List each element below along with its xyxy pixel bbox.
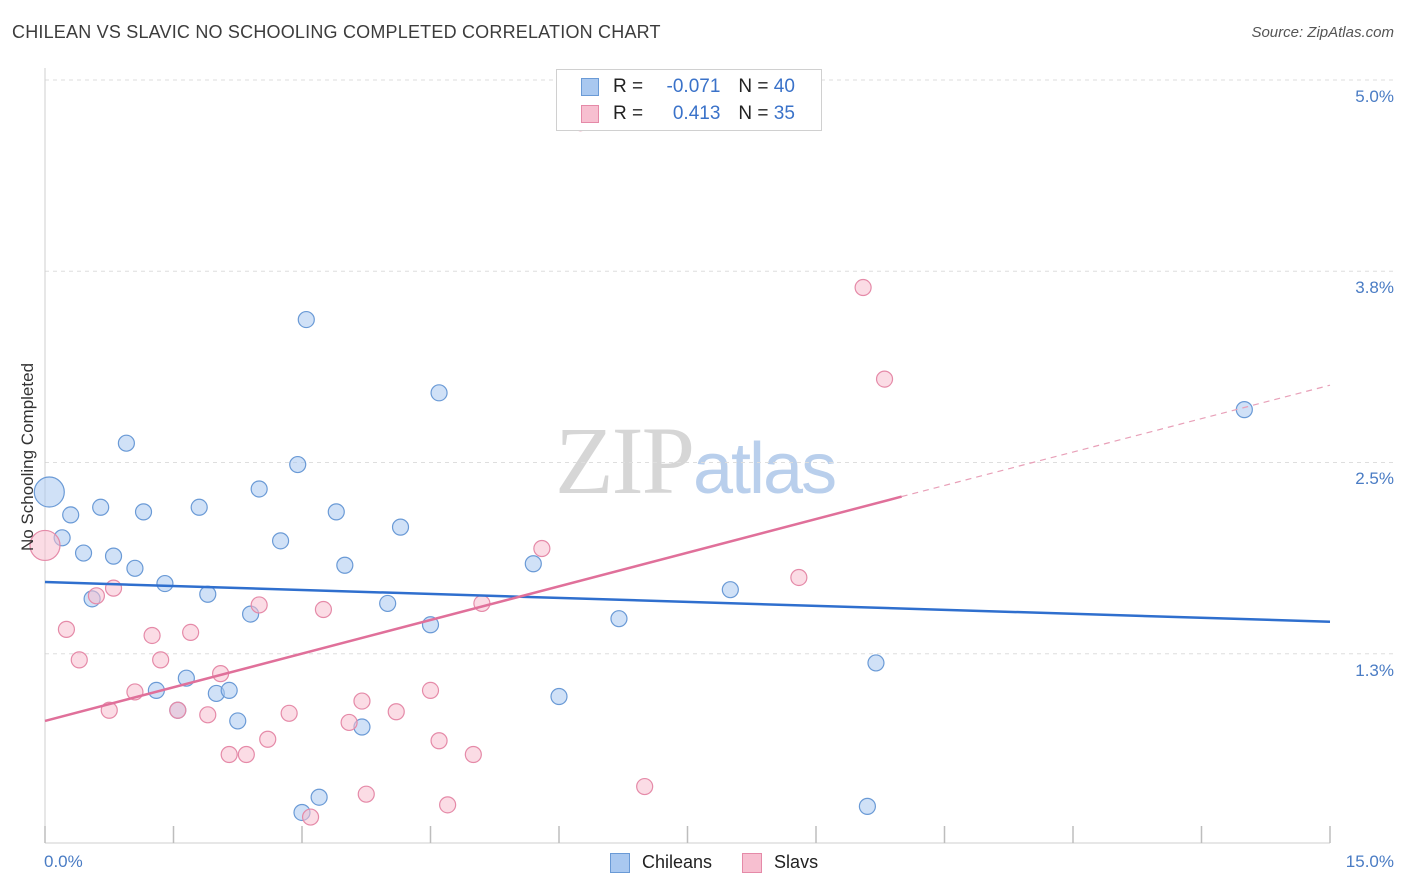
y-axis-label: No Schooling Completed	[18, 362, 37, 552]
chileans-point	[379, 594, 397, 613]
slavs-point	[104, 579, 123, 597]
chileans-point	[92, 498, 110, 516]
legend-swatch	[581, 105, 599, 123]
chileans-point	[867, 654, 885, 672]
chileans-point	[1235, 401, 1253, 419]
slavs-point	[533, 539, 551, 558]
slavs-point	[421, 681, 440, 700]
chileans-point	[271, 532, 290, 550]
chileans-point	[229, 712, 247, 730]
slavs-point	[439, 796, 457, 814]
slavs-point	[357, 785, 375, 803]
slavs-point	[875, 370, 894, 388]
legend-n-value: 35	[773, 103, 795, 124]
chileans-point	[391, 518, 410, 536]
slavs-point	[70, 651, 88, 669]
series-label: Slavs	[774, 852, 819, 872]
slavs-point	[29, 529, 61, 562]
slavs-point	[280, 704, 298, 722]
slavs-point	[169, 701, 187, 719]
legend-row-chileans: R = -0.071 N = 40	[581, 75, 795, 99]
chileans-point	[310, 788, 328, 806]
chileans-point	[117, 434, 135, 452]
slavs-point	[301, 808, 320, 826]
chileans-point	[550, 687, 568, 706]
slavs-point	[430, 732, 448, 750]
slavs-point	[353, 692, 371, 710]
y-tick-label: 3.8%	[1355, 278, 1394, 297]
y-tick-label: 5.0%	[1355, 87, 1394, 106]
chileans-point	[430, 384, 448, 402]
x-tick-label: 0.0%	[44, 852, 83, 871]
slavs-point	[790, 568, 808, 587]
watermark: ZIPatlas	[555, 405, 837, 516]
chileans-point	[297, 310, 315, 329]
slavs-point	[152, 651, 170, 669]
chileans-point	[220, 681, 238, 700]
chileans-point	[289, 455, 307, 474]
source-label: Source: ZipAtlas.com	[1251, 24, 1394, 41]
chileans-point	[336, 556, 354, 574]
legend-r-value: 0.413	[672, 103, 721, 124]
legend-n-label: N =	[738, 103, 769, 124]
slavs-point	[314, 600, 333, 619]
slavs-point	[143, 626, 161, 645]
chileans-point	[721, 581, 739, 599]
chileans-point	[104, 547, 123, 565]
chileans-point	[199, 585, 217, 603]
slavs-trend-extension	[901, 384, 1331, 498]
series-swatch	[742, 852, 763, 873]
series-legend: Chileans Slavs	[610, 852, 848, 873]
chileans-point	[33, 476, 65, 508]
y-tick-label: 2.5%	[1355, 469, 1394, 488]
chileans-point	[74, 544, 93, 562]
legend: R = -0.071 N = 40 R = 0.413 N = 35	[556, 69, 822, 131]
legend-r-value: -0.071	[666, 76, 721, 97]
slavs-point	[636, 777, 654, 796]
slavs-point	[182, 623, 200, 642]
slavs-point	[199, 706, 217, 724]
series-label: Chileans	[642, 852, 713, 872]
chileans-point	[610, 610, 628, 628]
chileans-point	[190, 498, 208, 516]
chart-title: CHILEAN VS SLAVIC NO SCHOOLING COMPLETED…	[12, 22, 661, 42]
chileans-point	[62, 506, 80, 524]
slavs-point	[220, 745, 238, 764]
chileans-point	[250, 480, 268, 498]
slavs-point	[87, 587, 106, 605]
y-tick-label: 1.3%	[1355, 661, 1394, 680]
slavs-point	[464, 745, 482, 764]
slavs-point	[237, 745, 255, 764]
chileans-point	[156, 574, 174, 593]
legend-swatch	[581, 78, 599, 96]
chileans-point	[134, 503, 153, 521]
chileans-trend-line	[44, 580, 1331, 623]
chileans-point	[524, 555, 542, 573]
slavs-point	[259, 730, 277, 748]
slavs-point	[387, 703, 405, 721]
watermark-atlas: atlas	[693, 429, 837, 509]
watermark-zip: ZIP	[555, 407, 695, 514]
legend-r-label: R =	[613, 76, 644, 97]
legend-r-label: R =	[613, 103, 644, 124]
slavs-point	[340, 713, 358, 732]
slavs-point	[57, 620, 76, 638]
chileans-point	[126, 559, 144, 577]
legend-n-label: N =	[738, 76, 769, 97]
slavs-trend-line	[44, 495, 902, 723]
slavs-point	[250, 596, 268, 614]
x-tick-label: 15.0%	[1345, 852, 1394, 871]
chileans-point	[858, 797, 877, 815]
chileans-point	[327, 503, 345, 521]
legend-row-slavs: R = 0.413 N = 35	[581, 102, 795, 126]
legend-n-value: 40	[773, 76, 795, 97]
series-legend-slavs[interactable]: Slavs	[742, 852, 818, 873]
series-legend-chileans[interactable]: Chileans	[610, 852, 712, 873]
slavs-point	[854, 278, 872, 297]
series-swatch	[610, 852, 630, 873]
